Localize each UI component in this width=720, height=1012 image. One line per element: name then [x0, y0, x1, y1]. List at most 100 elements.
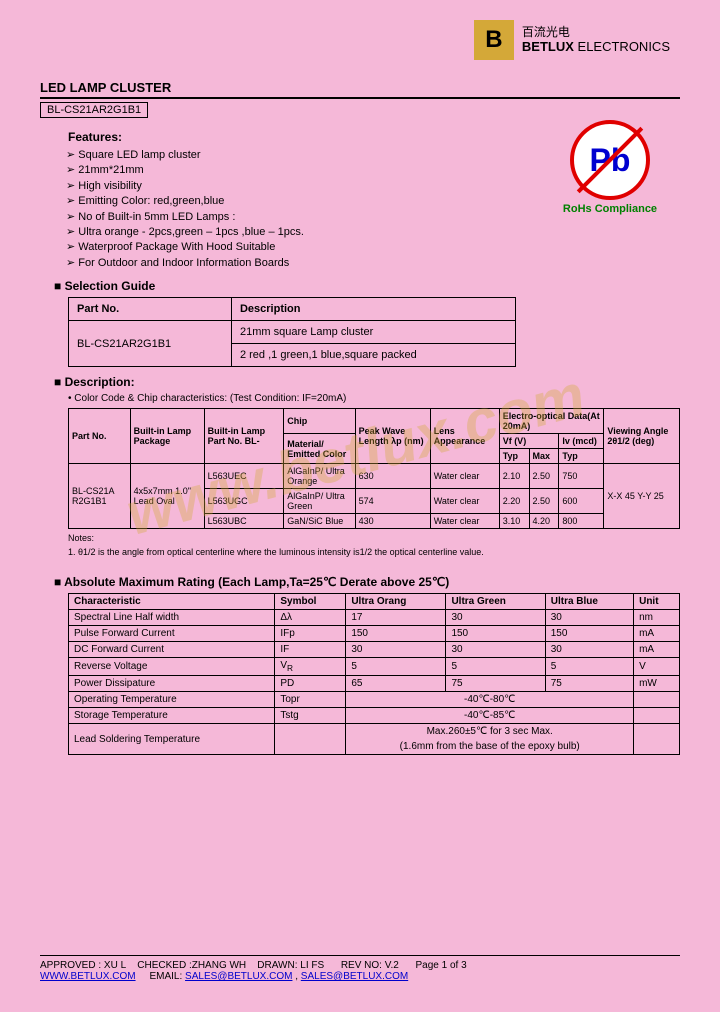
company-logo: B 百流光电 BETLUX ELECTRONICS — [474, 20, 670, 60]
td: AlGaInP/ Ultra Green — [284, 489, 355, 514]
footer-checked: CHECKED :ZHANG WH — [137, 960, 246, 971]
td: DC Forward Current — [69, 642, 275, 658]
rohs-text: RoHs Compliance — [555, 203, 665, 215]
td: 75 — [545, 676, 633, 692]
td: Pulse Forward Current — [69, 626, 275, 642]
td: nm — [634, 610, 680, 626]
th: Chip — [284, 409, 355, 434]
td: 750 — [559, 464, 604, 489]
footer-email1-link[interactable]: SALES@BETLUX.COM — [185, 971, 292, 982]
maxrating-heading: Absolute Maximum Rating (Each Lamp,Ta=25… — [68, 575, 680, 589]
td: GaN/SiC Blue — [284, 514, 355, 529]
footer-email2-link[interactable]: SALES@BETLUX.COM — [301, 971, 408, 982]
td: 5 — [545, 658, 633, 676]
td: -40℃-85℃ — [346, 708, 634, 724]
td: VR — [275, 658, 346, 676]
td: (1.6mm from the base of the epoxy bulb) — [346, 739, 634, 755]
td: 21mm square Lamp cluster — [231, 321, 515, 344]
td: AlGaInP/ Ultra Orange — [284, 464, 355, 489]
td: Spectral Line Half width — [69, 610, 275, 626]
td: 65 — [346, 676, 446, 692]
td: 75 — [446, 676, 545, 692]
td: 3.10 — [499, 514, 529, 529]
th: Viewing Angle 2θ1/2 (deg) — [604, 409, 680, 464]
footer-email-label: EMAIL: — [149, 971, 182, 982]
td: 2.10 — [499, 464, 529, 489]
rohs-pb: Pb — [590, 142, 631, 179]
list-item: Ultra orange - 2pcs,green – 1pcs ,blue –… — [82, 225, 680, 240]
th: Electro-optical Data(At 20mA) — [499, 409, 604, 434]
th: Characteristic — [69, 594, 275, 610]
td: 430 — [355, 514, 430, 529]
td: 2 red ,1 green,1 blue,square packed — [231, 344, 515, 367]
td — [634, 708, 680, 724]
td: Lead Soldering Temperature — [69, 724, 275, 755]
maxrating-table: Characteristic Symbol Ultra Orang Ultra … — [68, 593, 680, 755]
td: Reverse Voltage — [69, 658, 275, 676]
td: 5 — [346, 658, 446, 676]
td: 2.20 — [499, 489, 529, 514]
td — [634, 724, 680, 755]
th: Peak Wave Length λp (nm) — [355, 409, 430, 464]
footer-url-link[interactable]: WWW.BETLUX.COM — [40, 971, 136, 982]
td: IFp — [275, 626, 346, 642]
td: X-X 45 Y-Y 25 — [604, 464, 680, 529]
td: 30 — [346, 642, 446, 658]
td: Storage Temperature — [69, 708, 275, 724]
td: mA — [634, 642, 680, 658]
td: 30 — [446, 642, 545, 658]
logo-cn: 百流光电 — [522, 25, 670, 39]
td: Water clear — [430, 514, 499, 529]
description-table: Part No. Built-in Lamp Package Built-in … — [68, 408, 680, 529]
td: 630 — [355, 464, 430, 489]
title-section: LED LAMP CLUSTER BL-CS21AR2G1B1 — [40, 80, 680, 118]
td: 30 — [545, 610, 633, 626]
th: Built-in Lamp Package — [130, 409, 204, 464]
th: Lens Appearance — [430, 409, 499, 464]
footer-drawn: DRAWN: LI FS — [257, 960, 324, 971]
td — [275, 724, 346, 755]
td: 4.20 — [529, 514, 559, 529]
rohs-circle-icon: Pb — [570, 120, 650, 200]
td: 5 — [446, 658, 545, 676]
td: 30 — [545, 642, 633, 658]
td: 30 — [446, 610, 545, 626]
note-text: 1. θ1/2 is the angle from optical center… — [68, 547, 680, 557]
td: L563UGC — [204, 489, 284, 514]
td: 150 — [446, 626, 545, 642]
td: 2.50 — [529, 464, 559, 489]
td: 4x5x7mm 1.0" Lead Oval — [130, 464, 204, 529]
th: Part No. — [69, 298, 232, 321]
td: Tstg — [275, 708, 346, 724]
footer-page: Page 1 of 3 — [416, 960, 467, 971]
page-title: LED LAMP CLUSTER — [40, 80, 680, 99]
td: 2.50 — [529, 489, 559, 514]
td: 150 — [346, 626, 446, 642]
th: Ultra Blue — [545, 594, 633, 610]
th: Iv (mcd) — [559, 434, 604, 449]
th: Unit — [634, 594, 680, 610]
td: 800 — [559, 514, 604, 529]
footer-rev: REV NO: V.2 — [341, 960, 399, 971]
th: Typ — [559, 449, 604, 464]
description-heading: Description: — [68, 375, 680, 389]
td: Operating Temperature — [69, 692, 275, 708]
td: Power Dissipature — [69, 676, 275, 692]
logo-en1: BETLUX — [522, 39, 574, 54]
th: Typ — [499, 449, 529, 464]
td: Topr — [275, 692, 346, 708]
td: IF — [275, 642, 346, 658]
th: Description — [231, 298, 515, 321]
th: Built-in Lamp Part No. BL- — [204, 409, 284, 464]
td: V — [634, 658, 680, 676]
td: PD — [275, 676, 346, 692]
td: 17 — [346, 610, 446, 626]
list-item: Waterproof Package With Hood Suitable — [82, 240, 680, 255]
td: Water clear — [430, 464, 499, 489]
td: -40℃-80℃ — [346, 692, 634, 708]
td: BL-CS21A R2G1B1 — [69, 464, 131, 529]
th: Symbol — [275, 594, 346, 610]
footer: APPROVED : XU L CHECKED :ZHANG WH DRAWN:… — [40, 955, 680, 982]
logo-en2: ELECTRONICS — [578, 39, 670, 54]
td: Max.260±5℃ for 3 sec Max. — [346, 724, 634, 740]
